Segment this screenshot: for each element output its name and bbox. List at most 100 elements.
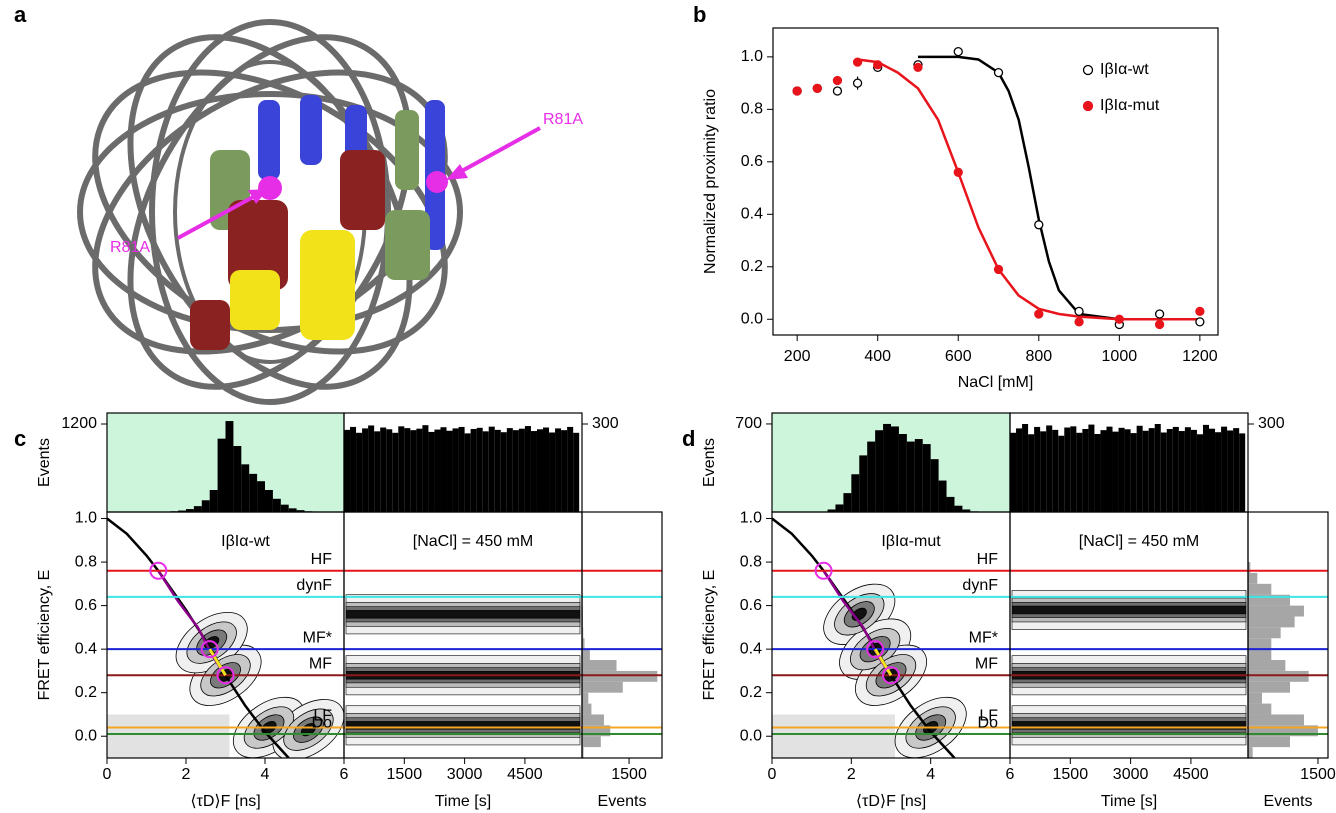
panel-letter: a [14, 2, 27, 27]
histogram-bar [422, 425, 429, 512]
histogram-bar [1016, 428, 1023, 512]
histogram-bar [898, 434, 907, 512]
histogram-bar [938, 480, 947, 512]
x-tick-label: 1500 [1300, 766, 1336, 783]
x-tick-label: 0 [103, 766, 112, 783]
helix [300, 230, 355, 340]
level-label: LF [313, 708, 332, 725]
histogram-bar [1248, 660, 1286, 671]
x-axis-label: Time [s] [435, 793, 491, 810]
histogram-bar [1233, 428, 1240, 512]
x-axis-label: ⟨τD⟩F [ns] [856, 793, 926, 810]
histogram-bar [867, 441, 876, 512]
histogram-bar [567, 426, 574, 512]
x-tick-label: 1500 [611, 766, 647, 783]
x-axis-label: Events [598, 793, 647, 810]
histogram-bar [494, 429, 501, 512]
panel-frame [581, 511, 663, 759]
histogram-bar [1248, 670, 1309, 682]
y-tick-label: 0.4 [741, 206, 763, 223]
histogram-bar [464, 433, 471, 512]
data-point [953, 46, 963, 57]
histogram-bar [217, 438, 226, 512]
time-stripe [345, 721, 581, 730]
y-axis-label: Normalized proximity ratio [702, 89, 719, 274]
data-point [873, 60, 883, 70]
x-tick-label: 2 [847, 766, 856, 783]
histogram-bar [428, 431, 435, 512]
x-tick-label: 4500 [1173, 766, 1209, 783]
histogram-bar [530, 431, 537, 512]
x-tick-label: 3000 [447, 766, 483, 783]
histogram-bar [1130, 433, 1137, 512]
legend-marker [1082, 100, 1094, 112]
histogram-bar [512, 430, 519, 512]
data-point [1034, 309, 1044, 319]
y-axis-label: FRET efficiency, E [701, 570, 718, 701]
histogram-bar [954, 505, 963, 512]
histogram-bar [488, 426, 495, 512]
histogram-bar [906, 441, 915, 512]
y-axis-label: Events [36, 438, 53, 487]
arrow [459, 126, 541, 174]
histogram-bar [962, 509, 971, 512]
level-label: HF [311, 551, 333, 568]
histogram-bar [582, 638, 585, 650]
histogram-bar [458, 426, 465, 512]
state-marker [149, 561, 168, 580]
arrows [177, 126, 541, 240]
histogram-bar [356, 432, 363, 512]
histogram-bar [549, 432, 556, 512]
helix [385, 210, 430, 280]
histogram-bar [843, 493, 852, 512]
histogram-bar [1202, 424, 1210, 512]
histogram-bar [265, 490, 273, 512]
y-tick-label: 0.8 [75, 553, 97, 570]
histogram-bar [434, 429, 441, 512]
panel-frame [1247, 511, 1329, 759]
x-tick-label: 6 [340, 766, 349, 783]
y-tick-label: 0.6 [740, 597, 762, 614]
histogram-bar [536, 429, 544, 512]
histogram-bar [582, 660, 617, 671]
histogram-bar [1112, 431, 1119, 512]
histogram-bar [1215, 432, 1222, 512]
x-tick-label: 6 [1006, 766, 1015, 783]
histogram-bar [1227, 430, 1234, 512]
arrow [177, 194, 256, 240]
histogram-bar [1248, 638, 1272, 650]
histogram-bar [1248, 594, 1290, 606]
histogram-bar [1248, 649, 1272, 661]
x-tick-label: 600 [945, 348, 972, 365]
y-tick-label: 1.0 [741, 48, 763, 65]
x-tick-label: 1200 [1182, 348, 1218, 365]
histone-core [190, 95, 448, 350]
annotation: IβIα-mut [881, 533, 941, 550]
histogram-bar [241, 464, 250, 512]
histogram-bar [392, 432, 399, 512]
level-label: Do [312, 714, 333, 731]
x-tick-label: 3000 [1113, 766, 1149, 783]
histogram-bar [1028, 434, 1035, 512]
y-tick-label: 0.0 [740, 727, 762, 744]
histogram-bar [1106, 426, 1113, 512]
histogram-bar [257, 481, 265, 512]
data-point [1154, 309, 1165, 319]
y-tick-label: 1.0 [740, 510, 762, 527]
histogram-bar [452, 428, 459, 512]
y-tick-label: 300 [1258, 415, 1285, 432]
histogram-bar [1058, 435, 1065, 512]
histogram-bar [500, 432, 507, 512]
histogram-bar [1196, 434, 1203, 512]
helix [395, 110, 419, 190]
histogram-bar [1248, 572, 1258, 584]
histogram-bar [859, 455, 868, 512]
annotation: R81A [110, 239, 150, 256]
histogram-bar [476, 427, 483, 512]
y-axis-label: Events [701, 438, 718, 487]
histogram-bar [344, 429, 351, 512]
histogram-bar [1184, 427, 1191, 512]
level-label: LF [979, 708, 998, 725]
